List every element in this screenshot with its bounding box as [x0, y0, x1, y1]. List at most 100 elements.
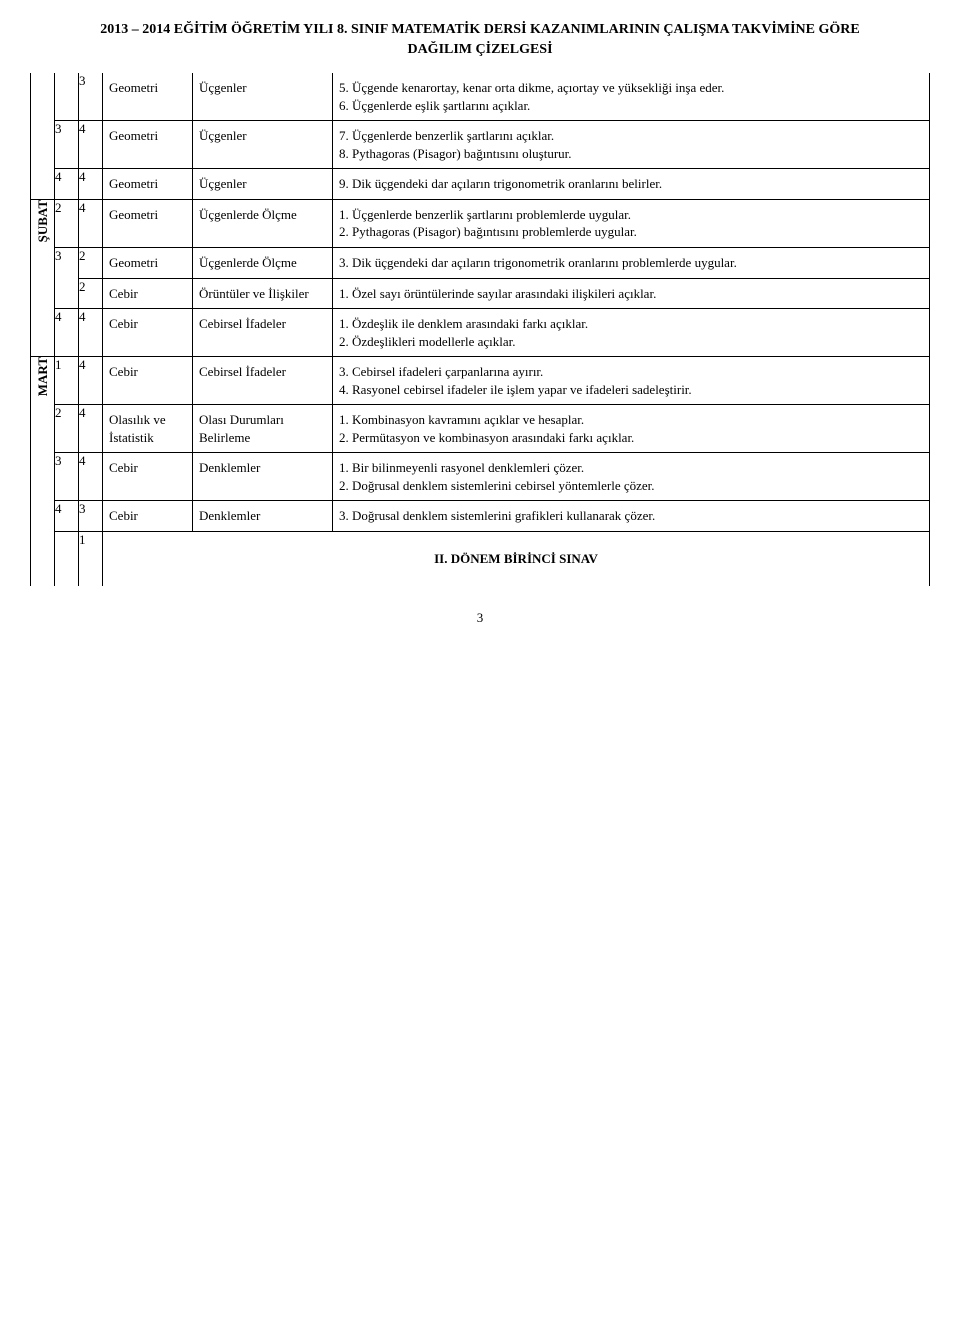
- table-row: 4 4 Geometri Üçgenler 9. Dik üçgendeki d…: [31, 169, 930, 200]
- objective-text: 7. Üçgenlerde benzerlik şartlarını açıkl…: [339, 127, 923, 145]
- area-cell: Olasılık ve İstatistik: [103, 405, 193, 453]
- objective-text: 2. Özdeşlikleri modellerle açıklar.: [339, 333, 923, 351]
- objective-cell: 3. Doğrusal denklem sistemlerini grafikl…: [333, 501, 930, 532]
- sub-value: Üçgenlerde Ölçme: [199, 255, 297, 270]
- week-cell: 2: [55, 199, 79, 247]
- week-value: 3: [55, 121, 62, 136]
- sub-cell: Üçgenler: [193, 73, 333, 121]
- table-row: 3 Geometri Üçgenler 5. Üçgende kenarorta…: [31, 73, 930, 121]
- table-row: 4 3 Cebir Denklemler 3. Doğrusal denklem…: [31, 501, 930, 532]
- week-cell: 3: [55, 453, 79, 501]
- objective-text: 5. Üçgende kenarortay, kenar orta dikme,…: [339, 79, 923, 97]
- area-value: Cebir: [109, 508, 138, 523]
- sub-value: Olası Durumları Belirleme: [199, 412, 284, 445]
- hours-value: 4: [79, 357, 86, 372]
- area-value: Geometri: [109, 176, 158, 191]
- area-value: Geometri: [109, 207, 158, 222]
- objective-text: 3. Doğrusal denklem sistemlerini grafikl…: [339, 507, 923, 525]
- sub-value: Üçgenler: [199, 176, 247, 191]
- page-title: 2013 – 2014 EĞİTİM ÖĞRETİM YILI 8. SINIF…: [30, 20, 930, 59]
- sub-value: Üçgenler: [199, 80, 247, 95]
- title-line-2: DAĞILIM ÇİZELGESİ: [407, 42, 552, 57]
- objective-text: 2. Permütasyon ve kombinasyon arasındaki…: [339, 429, 923, 447]
- objective-text: 1. Bir bilinmeyenli rasyonel denklemleri…: [339, 459, 923, 477]
- objective-text: 2. Doğrusal denklem sistemlerini cebirse…: [339, 477, 923, 495]
- sub-cell: Olası Durumları Belirleme: [193, 405, 333, 453]
- area-cell: Geometri: [103, 121, 193, 169]
- area-value: Olasılık ve İstatistik: [109, 412, 166, 445]
- month-label: MART: [35, 357, 51, 396]
- hours-value: 4: [79, 121, 86, 136]
- objective-cell: 3. Cebirsel ifadeleri çarpanlarına ayırı…: [333, 357, 930, 405]
- objective-cell: 5. Üçgende kenarortay, kenar orta dikme,…: [333, 73, 930, 121]
- sub-value: Cebirsel İfadeler: [199, 364, 286, 379]
- table-row: 3 4 Cebir Denklemler 1. Bir bilinmeyenli…: [31, 453, 930, 501]
- sub-cell: Denklemler: [193, 501, 333, 532]
- objective-text: 1. Özdeşlik ile denklem arasındaki farkı…: [339, 315, 923, 333]
- area-cell: Cebir: [103, 501, 193, 532]
- week-cell: 4: [55, 309, 79, 357]
- sub-cell: Örüntüler ve İlişkiler: [193, 278, 333, 309]
- sub-value: Cebirsel İfadeler: [199, 316, 286, 331]
- hours-value: 3: [79, 501, 86, 516]
- page-number-value: 3: [477, 610, 484, 625]
- week-value: 4: [55, 169, 62, 184]
- week-cell: 3: [55, 121, 79, 169]
- hours-value: 4: [79, 405, 86, 420]
- week-cell: [55, 73, 79, 121]
- area-cell: Geometri: [103, 169, 193, 200]
- hours-cell: 2: [79, 278, 103, 309]
- area-value: Geometri: [109, 255, 158, 270]
- week-value: 1: [55, 357, 62, 372]
- hours-value: 1: [79, 532, 86, 547]
- objective-text: 8. Pythagoras (Pisagor) bağıntısını oluş…: [339, 145, 923, 163]
- area-value: Geometri: [109, 128, 158, 143]
- hours-value: 3: [79, 73, 86, 88]
- sub-cell: Üçgenlerde Ölçme: [193, 248, 333, 279]
- week-cell: 2: [55, 405, 79, 453]
- objective-cell: 9. Dik üçgendeki dar açıların trigonomet…: [333, 169, 930, 200]
- hours-value: 4: [79, 309, 86, 324]
- area-value: Cebir: [109, 316, 138, 331]
- hours-cell: 4: [79, 405, 103, 453]
- hours-cell: 4: [79, 199, 103, 247]
- area-cell: Geometri: [103, 199, 193, 247]
- objective-text: 4. Rasyonel cebirsel ifadeler ile işlem …: [339, 381, 923, 399]
- sub-value: Denklemler: [199, 460, 260, 475]
- week-cell: 3: [55, 248, 79, 309]
- table-row: 1 II. DÖNEM BİRİNCİ SINAV: [31, 532, 930, 586]
- objective-text: 9. Dik üçgendeki dar açıların trigonomet…: [339, 175, 923, 193]
- week-value: 2: [55, 405, 62, 420]
- week-value: 4: [55, 309, 62, 324]
- exam-label: II. DÖNEM BİRİNCİ SINAV: [434, 551, 598, 566]
- hours-cell: 1: [79, 532, 103, 586]
- sub-cell: Üçgenler: [193, 121, 333, 169]
- title-line-1: 2013 – 2014 EĞİTİM ÖĞRETİM YILI 8. SINIF…: [100, 22, 859, 37]
- week-cell: 4: [55, 501, 79, 532]
- week-value: 3: [55, 248, 62, 263]
- hours-value: 2: [79, 248, 86, 263]
- sub-cell: Denklemler: [193, 453, 333, 501]
- week-value: 4: [55, 501, 62, 516]
- objective-text: 3. Dik üçgendeki dar açıların trigonomet…: [339, 254, 923, 272]
- objective-text: 1. Kombinasyon kavramını açıklar ve hesa…: [339, 411, 923, 429]
- sub-value: Örüntüler ve İlişkiler: [199, 286, 309, 301]
- hours-cell: 4: [79, 453, 103, 501]
- area-cell: Cebir: [103, 309, 193, 357]
- hours-value: 4: [79, 169, 86, 184]
- hours-cell: 4: [79, 169, 103, 200]
- sub-value: Üçgenlerde Ölçme: [199, 207, 297, 222]
- objective-cell: 1. Kombinasyon kavramını açıklar ve hesa…: [333, 405, 930, 453]
- table-row: 2 4 Olasılık ve İstatistik Olası Durumla…: [31, 405, 930, 453]
- objective-cell: 1. Üçgenlerde benzerlik şartlarını probl…: [333, 199, 930, 247]
- objective-cell: 1. Özdeşlik ile denklem arasındaki farkı…: [333, 309, 930, 357]
- objective-cell: 3. Dik üçgendeki dar açıların trigonomet…: [333, 248, 930, 279]
- table-row: 4 4 Cebir Cebirsel İfadeler 1. Özdeşlik …: [31, 309, 930, 357]
- objective-text: 1. Üçgenlerde benzerlik şartlarını probl…: [339, 206, 923, 224]
- month-label: ŞUBAT: [35, 200, 51, 242]
- sub-value: Denklemler: [199, 508, 260, 523]
- week-cell: 4: [55, 169, 79, 200]
- table-row: 3 2 Geometri Üçgenlerde Ölçme 3. Dik üçg…: [31, 248, 930, 279]
- area-cell: Cebir: [103, 278, 193, 309]
- area-cell: Geometri: [103, 73, 193, 121]
